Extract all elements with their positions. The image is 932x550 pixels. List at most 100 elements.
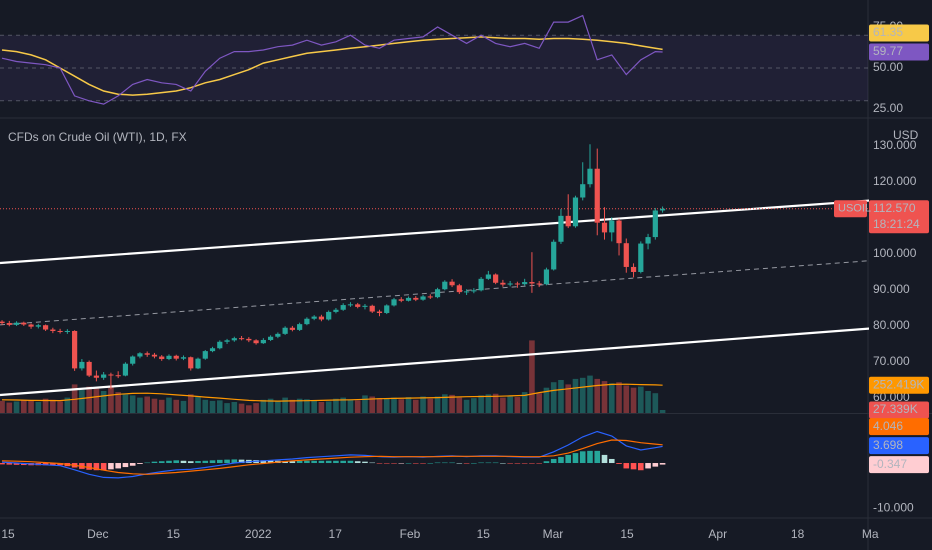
- candle-body: [434, 289, 441, 298]
- macd-histogram-bar: [558, 456, 564, 464]
- macd-histogram-bar: [137, 463, 143, 464]
- macd-histogram-bar: [449, 462, 455, 464]
- macd-histogram-bar: [652, 463, 659, 467]
- volume-bar: [28, 400, 34, 413]
- volume-bar: [630, 387, 637, 413]
- value-tag: [869, 456, 929, 474]
- macd-histogram-bar: [376, 463, 383, 464]
- price-tick-label: 80.000: [873, 318, 910, 332]
- volume-bar: [282, 397, 288, 413]
- volume-bar: [427, 398, 434, 413]
- volume-ma-line: [1, 383, 663, 402]
- candle-body: [28, 324, 34, 327]
- currency-label: USD: [893, 128, 919, 142]
- volume-bar: [449, 394, 455, 413]
- candle-body: [35, 325, 41, 327]
- candle-body: [420, 296, 426, 300]
- symbol-tag: [834, 200, 867, 218]
- candle-body: [565, 215, 571, 227]
- macd-histogram-bar: [623, 463, 630, 469]
- volume-bar: [137, 397, 143, 413]
- last-price-tag: [869, 200, 929, 234]
- volume-bar: [579, 377, 586, 413]
- candle-body: [659, 208, 666, 211]
- candle-body: [50, 329, 56, 331]
- candle-body: [580, 184, 586, 198]
- macd-histogram-bar: [442, 462, 448, 464]
- macd-histogram-bar: [463, 463, 470, 464]
- volume-bar: [558, 380, 564, 413]
- volume-bar: [521, 392, 528, 413]
- candle-body: [456, 285, 462, 293]
- macd-histogram-bar: [391, 463, 397, 464]
- macd-histogram-bar: [478, 462, 484, 464]
- candle-body: [6, 323, 12, 325]
- macd-histogram-bar: [427, 463, 434, 464]
- price-tick-label: 70.000: [873, 354, 910, 368]
- macd-histogram-bar: [369, 462, 376, 464]
- macd-histogram-bar: [187, 461, 194, 464]
- macd-histogram-bar: [579, 451, 586, 464]
- macd-histogram-bar: [202, 460, 209, 464]
- volume-bar: [289, 399, 296, 413]
- macd-histogram-bar: [6, 463, 13, 465]
- candle-body: [427, 296, 433, 298]
- macd-histogram-bar: [57, 463, 63, 466]
- volume-bar: [79, 389, 85, 413]
- macd-histogram-bar: [521, 463, 528, 464]
- candle-body: [572, 197, 579, 227]
- macd-histogram-bar: [42, 463, 49, 466]
- value-tag: [869, 376, 929, 394]
- candle-body: [493, 274, 499, 283]
- candle-body: [202, 351, 208, 359]
- macd-histogram-bar: [166, 460, 172, 464]
- candle-body: [108, 374, 114, 376]
- candle-body: [630, 266, 637, 272]
- macd-histogram-bar: [543, 461, 550, 464]
- candle-body: [159, 356, 165, 360]
- macd-histogram-bar: [144, 462, 151, 464]
- volume-bar: [0, 400, 5, 413]
- candle-body: [616, 220, 622, 244]
- volume-bar: [187, 394, 194, 413]
- macd-histogram-bar: [434, 462, 441, 464]
- value-tag-label: 4.046: [873, 419, 903, 433]
- value-tag: [869, 401, 929, 419]
- volume-bar: [471, 398, 477, 413]
- volume-bar: [659, 409, 666, 413]
- volume-bar: [434, 396, 441, 413]
- volume-bar: [129, 395, 136, 413]
- macd-histogram-bar: [333, 460, 339, 464]
- value-tag: [869, 24, 929, 42]
- candle-body: [275, 333, 281, 337]
- volume-bar: [608, 383, 615, 413]
- macd-histogram-bar: [129, 463, 136, 466]
- rsi-line: [1, 14, 663, 105]
- volume-bar: [594, 378, 601, 413]
- volume-bar: [21, 399, 27, 413]
- candle-body: [289, 327, 295, 330]
- candle-body: [449, 281, 455, 286]
- volume-bar: [100, 391, 107, 413]
- volume-bar: [340, 397, 346, 413]
- volume-bar: [405, 397, 412, 413]
- volume-bar: [398, 399, 405, 413]
- volume-bar: [50, 399, 56, 413]
- macd-histogram-bar: [122, 463, 129, 468]
- value-tag: [869, 43, 929, 61]
- candle-body: [130, 356, 136, 364]
- value-tag: [869, 418, 929, 436]
- price-tick-label: 120.000: [873, 174, 917, 188]
- candle-body: [485, 274, 491, 279]
- value-tag-label: 3.698: [873, 438, 903, 452]
- macd-histogram-bar: [383, 463, 390, 464]
- macd-histogram-bar: [645, 463, 651, 469]
- macd-histogram-bar: [173, 460, 180, 464]
- volume-bar: [209, 400, 216, 413]
- candle-body: [529, 282, 535, 284]
- volume-bar: [115, 392, 121, 413]
- volume-bar: [144, 396, 151, 413]
- candle-body: [638, 243, 644, 272]
